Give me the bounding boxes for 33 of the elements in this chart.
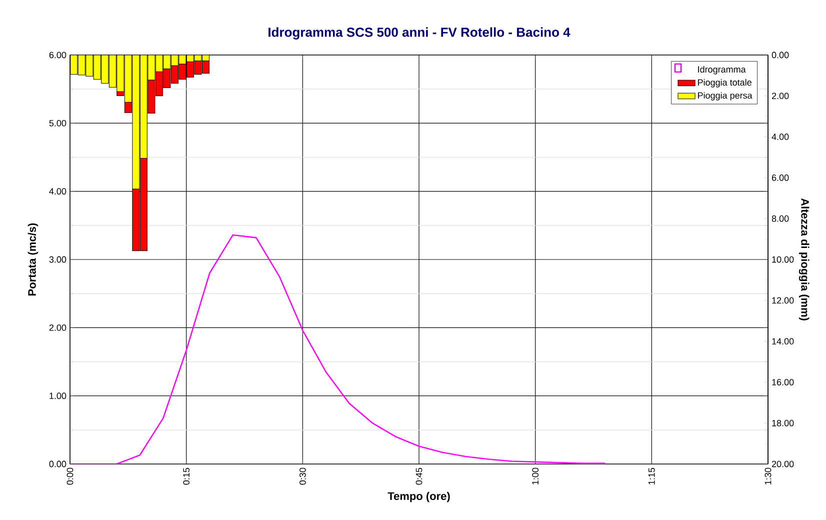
bar	[124, 102, 132, 113]
y2-tick-label: 0.00	[772, 52, 789, 58]
y-tick-label: 3.00	[49, 256, 66, 263]
y2-tick-label: 12.00	[772, 297, 794, 304]
y-tick-label: 2.00	[49, 324, 66, 331]
y2-tick-label: 6.00	[772, 174, 789, 181]
y2-tick-label: 8.00	[772, 215, 789, 222]
x-tick-label: 1:15	[648, 468, 655, 484]
y-tick-label: 4.00	[49, 188, 66, 195]
y2-tick-label: 18.00	[772, 420, 794, 426]
y-axis-title: Portata (mc/s)	[28, 223, 38, 296]
y2-tick-label: 20.00	[772, 460, 794, 468]
y2-axis-title: Altezza di pioggia (mm)	[798, 198, 810, 320]
y2-tick-label: 14.00	[772, 338, 794, 344]
y2-tick-label: 10.00	[772, 256, 794, 263]
x-axis-title: Tempo (ore)	[388, 492, 450, 502]
y2-tick-label: 16.00	[772, 379, 794, 386]
x-tick-label: 0:45	[416, 468, 422, 485]
y-tick-label: 1.00	[50, 392, 66, 400]
y2-tick-label: 2.00	[772, 92, 789, 100]
x-tick-label: 0:15	[183, 468, 190, 485]
y2-tick-label: 4.00	[772, 134, 789, 140]
y-tick-label: 5.00	[49, 120, 66, 126]
x-tick-label: 1:30	[764, 468, 772, 484]
chart-title: Idrogramma SCS 500 anni - FV Rotello - Bacino 4	[268, 27, 570, 40]
x-tick-label: 0:30	[299, 468, 306, 485]
x-tick-label: 1:00	[532, 468, 539, 484]
legend-label: Pioggia totale	[698, 78, 752, 88]
y-tick-label: 0.00	[49, 460, 66, 468]
y-tick-label: 6.00	[49, 52, 66, 58]
legend-label: Idrogramma	[698, 66, 746, 74]
x-tick-label: 0:00	[66, 468, 74, 485]
legend-label: Pioggia persa	[698, 92, 752, 100]
